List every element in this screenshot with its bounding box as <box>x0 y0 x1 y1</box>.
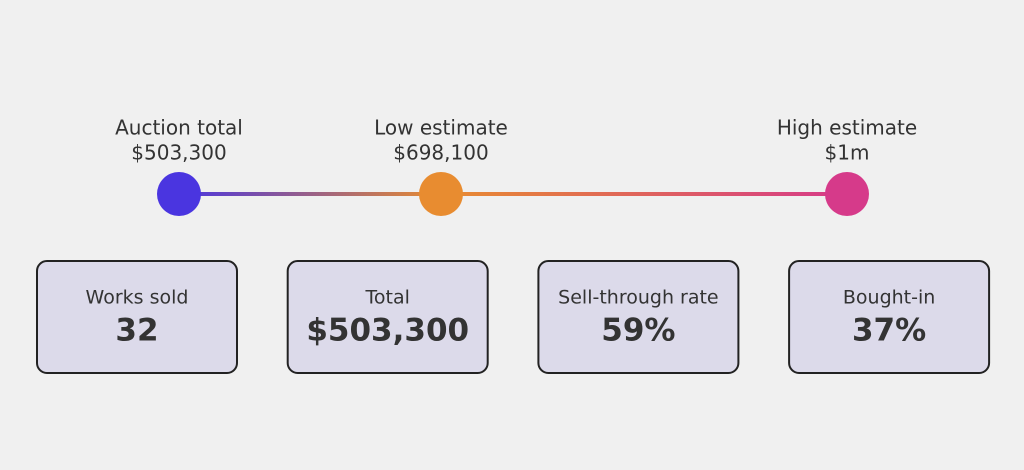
stat-label: Sell-through rate <box>558 287 718 309</box>
marker-value: $503,300 <box>131 141 226 165</box>
marker-dot <box>825 172 869 216</box>
stat-value: $503,300 <box>306 313 469 349</box>
stat-label: Bought-in <box>843 287 935 309</box>
stat-card <box>788 260 991 374</box>
marker-value: $698,100 <box>393 141 488 165</box>
marker-value: $1m <box>825 141 870 165</box>
stat-card <box>537 260 740 374</box>
stat-label: Total <box>365 287 410 309</box>
marker-dot <box>418 172 463 216</box>
marker-dot <box>157 172 201 216</box>
stat-label: Works sold <box>86 287 189 309</box>
stat-card <box>36 260 238 374</box>
marker-name: High estimate <box>777 116 917 140</box>
stat-value: 32 <box>115 313 158 349</box>
marker-name: Auction total <box>115 116 243 140</box>
stat-value: 59% <box>601 313 675 349</box>
marker-name: Low estimate <box>374 116 508 140</box>
stat-card <box>286 260 489 374</box>
stat-value: 37% <box>852 313 926 349</box>
